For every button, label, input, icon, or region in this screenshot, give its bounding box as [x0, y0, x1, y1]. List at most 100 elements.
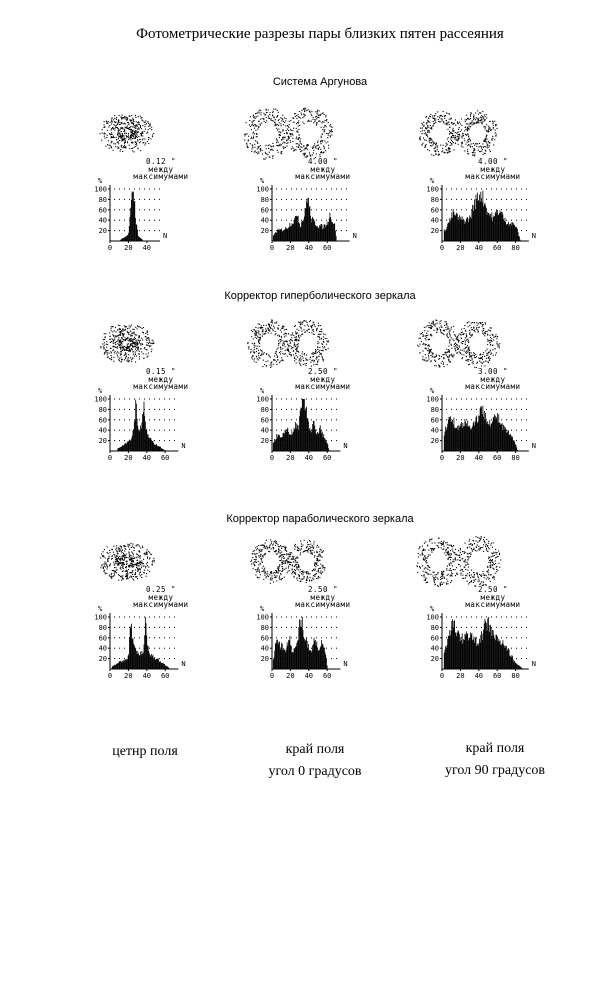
histogram-bar — [490, 426, 491, 451]
histogram-bar — [292, 223, 294, 241]
histogram-bar — [514, 660, 516, 669]
histogram-bar — [498, 638, 500, 669]
grid-dot — [446, 419, 447, 421]
histogram-bar — [281, 642, 282, 669]
histogram-bar — [481, 414, 483, 451]
y-tick-label: 100 — [94, 186, 107, 194]
grid-dot — [129, 198, 130, 200]
histogram-bar — [135, 224, 137, 241]
grid-dot — [276, 398, 277, 400]
histogram-bar — [474, 421, 476, 451]
grid-dot — [511, 188, 512, 190]
grid-dot — [506, 616, 507, 618]
grid-dot — [481, 626, 482, 628]
histogram-bar — [310, 652, 312, 669]
y-tick-label: 80 — [99, 196, 107, 204]
histogram-bar — [153, 442, 155, 451]
grid-dot — [114, 626, 115, 628]
grid-dot — [144, 408, 145, 410]
histogram-bar — [279, 229, 280, 241]
histogram-bar — [326, 665, 328, 669]
histogram-bar — [281, 643, 283, 669]
histogram-bar — [116, 663, 118, 669]
column-label-edge-0-line1: край поля — [285, 742, 345, 757]
histogram-bar — [303, 638, 305, 669]
histogram-bar — [127, 441, 129, 451]
grid-dot — [164, 440, 165, 442]
grid-dot — [276, 408, 277, 410]
y-tick-label: 60 — [261, 634, 269, 642]
histogram-bar — [305, 408, 307, 451]
histogram-bar — [160, 446, 161, 451]
histogram-bar — [454, 620, 455, 669]
y-unit-label: % — [430, 605, 435, 613]
histogram-bar — [151, 656, 153, 669]
grid-dot — [159, 440, 160, 442]
grid-dot — [124, 626, 125, 628]
grid-dot — [316, 219, 317, 221]
histogram-bar — [451, 212, 453, 241]
histogram-bar — [134, 419, 136, 451]
histogram-bar — [331, 222, 333, 241]
histogram-bar — [147, 434, 149, 451]
histogram-bar — [164, 663, 166, 669]
y-tick-label: 80 — [99, 406, 107, 414]
x-tick-label: 20 — [286, 244, 294, 252]
separation-between: между — [310, 164, 336, 174]
grid-dot — [471, 419, 472, 421]
histogram-bar — [316, 434, 318, 451]
grid-dot — [281, 626, 282, 628]
histogram-bar — [278, 642, 280, 669]
histogram-bar — [487, 421, 489, 451]
y-unit-label: % — [260, 605, 265, 613]
histogram-bar — [499, 641, 500, 669]
histogram-bar — [446, 427, 448, 451]
grid-dot — [154, 637, 155, 639]
histogram-bar — [504, 647, 506, 669]
grid-dot — [119, 440, 120, 442]
grid-dot — [506, 219, 507, 221]
histogram-bar — [503, 644, 504, 669]
histogram-bar — [508, 221, 509, 241]
histogram: % N 20 40 60 80 100 0 20 40 60 — [256, 387, 347, 462]
histogram-bar — [168, 667, 170, 669]
histogram-bar — [133, 191, 134, 241]
histogram-bar — [485, 622, 487, 669]
histogram-bar — [278, 434, 280, 451]
x-tick-label: 0 — [270, 454, 274, 462]
chart-panel: % N 20 40 60 80 100 0 20 40 60 80 3.00 " между максиму… — [417, 318, 558, 488]
grid-dot — [129, 188, 130, 190]
histogram-bar — [111, 666, 113, 669]
grid-dot — [521, 616, 522, 618]
histogram-bar — [131, 438, 132, 451]
histogram-bar — [138, 653, 139, 669]
x-axis-letter: N — [532, 232, 536, 240]
histogram-bar — [319, 226, 321, 241]
grid-dot — [119, 209, 120, 211]
histogram-bar — [485, 207, 487, 241]
x-tick-label: 40 — [143, 454, 151, 462]
grid-dot — [456, 616, 457, 618]
histogram-bar — [471, 210, 473, 241]
histogram-bar — [138, 236, 140, 241]
histogram-bar — [135, 650, 137, 669]
histogram-bar — [518, 235, 520, 241]
histogram-bar — [476, 415, 478, 451]
grid-dot — [124, 658, 125, 660]
grid-dot — [326, 647, 327, 649]
x-tick-label: 0 — [440, 454, 444, 462]
grid-dot — [526, 230, 527, 232]
x-tick-label: 80 — [511, 672, 519, 680]
grid-dot — [139, 398, 140, 400]
histogram-bar — [481, 631, 482, 669]
grid-dot — [336, 626, 337, 628]
histogram-bar — [321, 639, 323, 669]
grid-dot — [291, 188, 292, 190]
grid-dot — [114, 219, 115, 221]
column-label-edge-90-line2: угол 90 градусов — [444, 763, 546, 778]
x-tick-label: 40 — [305, 244, 313, 252]
grid-dot — [311, 419, 312, 421]
histogram-bar — [136, 418, 138, 451]
histogram-bar — [319, 647, 321, 669]
histogram-bar — [512, 659, 514, 669]
